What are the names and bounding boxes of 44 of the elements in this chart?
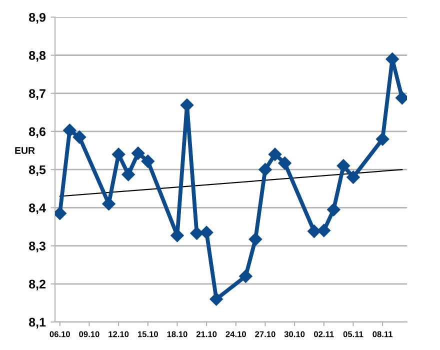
point xyxy=(376,132,390,146)
point xyxy=(346,170,360,184)
y-tick-label: 8,2 xyxy=(28,280,46,290)
x-tick-label: 15.10 xyxy=(138,331,158,338)
x-tick-label: 18.10 xyxy=(167,331,188,338)
point xyxy=(210,292,223,306)
x-tick-label: 09.10 xyxy=(79,331,100,338)
point xyxy=(336,159,350,172)
y-tick-label: 8,6 xyxy=(28,127,46,138)
point xyxy=(132,146,145,160)
y-tick-label: 8,1 xyxy=(28,318,46,328)
x-tick-label: 30.10 xyxy=(284,331,305,338)
point xyxy=(112,148,126,161)
point xyxy=(180,98,194,112)
y-tick-label: 8,8 xyxy=(28,51,46,62)
y-tick-label: 8,4 xyxy=(28,203,46,214)
point xyxy=(268,148,282,161)
point xyxy=(317,224,330,238)
point xyxy=(308,224,321,238)
y-tick-label: 8,5 xyxy=(28,165,46,176)
x-tick-label: 02.11 xyxy=(314,331,334,338)
x-tick-label: 06.10 xyxy=(50,331,70,338)
x-tick-label: 12.10 xyxy=(108,331,129,338)
point xyxy=(122,168,135,182)
point xyxy=(141,154,154,168)
point xyxy=(72,130,86,144)
point xyxy=(239,270,252,283)
y-tick-label: 8,9 xyxy=(28,12,46,24)
y-axis-title: EUR xyxy=(15,147,35,154)
x-tick-label: 27.10 xyxy=(255,331,276,338)
x-tick-label: 24.10 xyxy=(226,331,246,338)
point xyxy=(327,203,340,216)
point xyxy=(258,162,272,176)
y-tick-label: 8,3 xyxy=(28,242,46,252)
y-tick-label: 8,7 xyxy=(28,89,46,100)
point xyxy=(386,52,399,66)
point xyxy=(63,124,76,137)
x-tick-label: 21.10 xyxy=(196,331,217,338)
x-tick-label: 08.11 xyxy=(372,331,393,338)
point xyxy=(278,156,292,170)
point xyxy=(248,232,262,246)
point xyxy=(190,226,204,240)
point xyxy=(200,226,214,240)
x-tick-label: 05.11 xyxy=(343,331,364,338)
